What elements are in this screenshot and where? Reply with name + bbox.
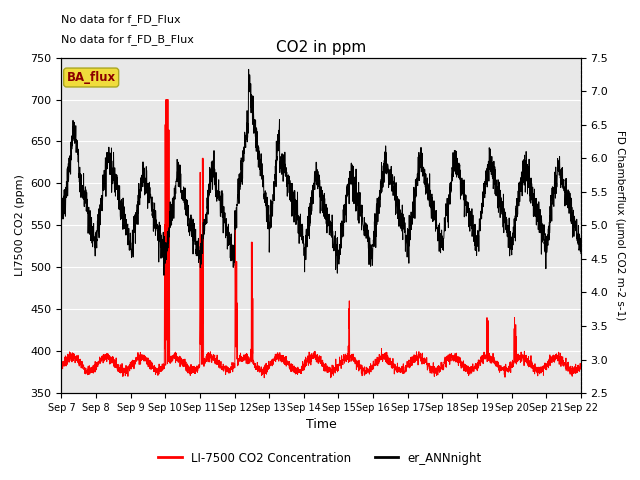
Text: BA_flux: BA_flux bbox=[67, 71, 116, 84]
Text: No data for f_FD_B_Flux: No data for f_FD_B_Flux bbox=[61, 34, 195, 45]
Title: CO2 in ppm: CO2 in ppm bbox=[276, 40, 366, 55]
Y-axis label: LI7500 CO2 (ppm): LI7500 CO2 (ppm) bbox=[15, 174, 25, 276]
Legend: LI-7500 CO2 Concentration, er_ANNnight: LI-7500 CO2 Concentration, er_ANNnight bbox=[153, 447, 487, 469]
Y-axis label: FD Chamberflux (μmol CO2 m-2 s-1): FD Chamberflux (μmol CO2 m-2 s-1) bbox=[615, 130, 625, 321]
X-axis label: Time: Time bbox=[306, 419, 337, 432]
Text: No data for f_FD_Flux: No data for f_FD_Flux bbox=[61, 14, 181, 25]
